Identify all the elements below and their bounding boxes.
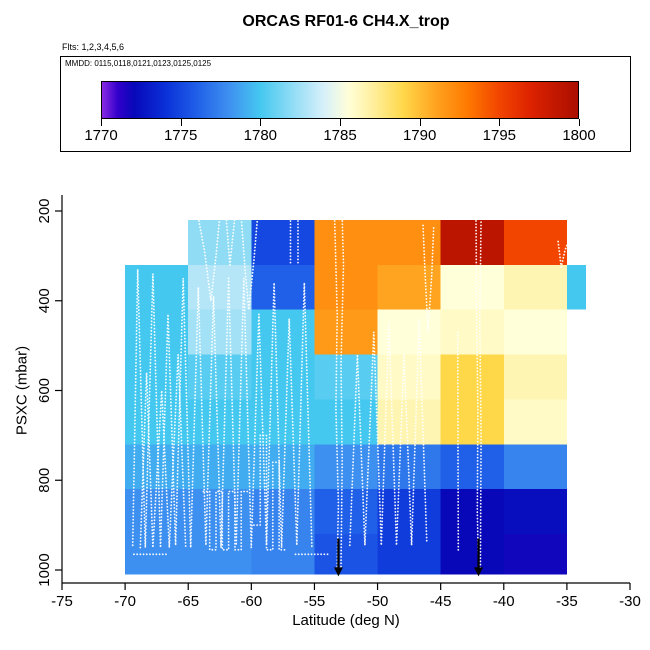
heatmap-cell — [440, 219, 504, 265]
colorbar-tick — [340, 119, 341, 126]
colorbar-gradient — [101, 81, 579, 119]
flight-track — [456, 331, 460, 553]
heatmap-cell — [188, 399, 252, 445]
y-axis-title: PSXC (mbar) — [13, 345, 31, 436]
x-tick-label: -70 — [114, 593, 136, 610]
heatmap-cell — [440, 309, 504, 355]
x-tick-label: -55 — [304, 593, 326, 610]
flights-annotation: Flts: 1,2,3,4,5,6 — [62, 42, 125, 52]
y-tick-label: 400 — [36, 288, 53, 313]
heatmap-cell — [440, 444, 504, 490]
colorbar-tick-label: 1785 — [323, 127, 357, 144]
heatmap-cell — [377, 489, 441, 535]
heatmap-cell — [125, 264, 189, 310]
axes: -75 -70 -65 -60 -55 -50 -45 -40 -35 -30 200 400 600 8… — [36, 195, 641, 610]
heatmap-cell — [503, 354, 567, 400]
heatmap-cell — [503, 264, 567, 310]
heatmap-cell — [314, 309, 378, 355]
heatmap-cell — [503, 219, 567, 265]
heatmap-cell — [314, 399, 378, 445]
y-tick-label: 800 — [36, 468, 53, 493]
heatmap-cell — [377, 399, 441, 445]
heatmap-cell — [440, 264, 504, 310]
flight-track — [139, 353, 187, 549]
heatmap-cell — [377, 309, 441, 355]
heatmap-cell — [251, 399, 315, 445]
x-tick-label: -60 — [240, 593, 262, 610]
colorbar-tick — [419, 119, 421, 126]
down-arrow-head — [333, 567, 343, 577]
colorbar-tick-label: 1770 — [84, 127, 118, 144]
x-tick-label: -65 — [177, 593, 199, 610]
x-tick-label: -75 — [51, 593, 73, 610]
heatmap-cell — [314, 219, 378, 265]
y-tick-label: 1000 — [36, 553, 53, 586]
flight-track — [252, 434, 287, 551]
heatmap-cell — [503, 534, 567, 575]
mmdd-label: MMDD: 0115,0118,0121,0123,0125,0125 — [65, 59, 212, 68]
x-tick-label: -45 — [430, 593, 452, 610]
heatmap-cell — [314, 489, 378, 535]
heatmap-cell — [251, 534, 315, 575]
colorbar-legend: MMDD: 0115,0118,0121,0123,0125,0125 1770… — [60, 56, 631, 152]
x-tick-label: -50 — [367, 593, 389, 610]
flight-track — [197, 215, 259, 311]
flight-track — [348, 317, 428, 547]
heatmap-cell — [251, 354, 315, 400]
heatmap-cell — [377, 534, 441, 575]
y-tick-label: 200 — [36, 198, 53, 223]
colorbar-tick-label: 1790 — [402, 127, 437, 144]
y-tick-label: 600 — [36, 378, 53, 403]
heatmap-cell — [314, 354, 378, 400]
colorbar-tick — [180, 119, 182, 126]
colorbar-tick — [579, 119, 580, 126]
x-tick-label: -30 — [619, 593, 641, 610]
colorbar-tick-label: 1780 — [243, 127, 278, 144]
heatmap-cell — [188, 219, 252, 265]
heatmap-cell — [188, 444, 252, 490]
flight-track — [422, 224, 435, 334]
heatmap-cell — [125, 309, 189, 355]
heatmap-cell — [440, 534, 504, 575]
heatmap-cell — [440, 354, 504, 400]
heatmap-cell — [377, 264, 441, 310]
colorbar-tick — [101, 119, 102, 126]
arrows — [333, 538, 484, 577]
heatmap-cell — [503, 399, 567, 445]
heatmap-cell — [188, 534, 252, 575]
colorbar-tick-label: 1800 — [562, 127, 596, 144]
heatmap-cell — [503, 489, 567, 535]
colorbar-tick-label: 1775 — [163, 127, 198, 144]
heatmap-cell — [503, 444, 567, 490]
heatmap-cell — [251, 444, 315, 490]
heatmap-cell — [314, 264, 378, 310]
down-arrow-head — [474, 567, 484, 577]
heatmap-cell — [251, 219, 315, 265]
colorbar-tick-label: 1795 — [482, 127, 517, 144]
x-tick-label: -35 — [556, 593, 578, 610]
heatmap-cell — [440, 489, 504, 535]
heatmap-cell — [125, 489, 189, 535]
heatmap-cell — [503, 309, 567, 355]
x-axis-title: Latitude (deg N) — [292, 612, 400, 629]
colorbar-tick — [499, 119, 501, 126]
heatmap-cell — [440, 399, 504, 445]
heatmap-cell — [566, 264, 586, 310]
colorbar-tick — [260, 119, 262, 126]
heatmap-cells — [125, 219, 586, 575]
flight-track — [131, 268, 313, 549]
x-tick-label: -40 — [493, 593, 515, 610]
plot-title: ORCAS RF01-6 CH4.X_trop — [242, 13, 450, 30]
heatmap-cell — [377, 219, 441, 265]
